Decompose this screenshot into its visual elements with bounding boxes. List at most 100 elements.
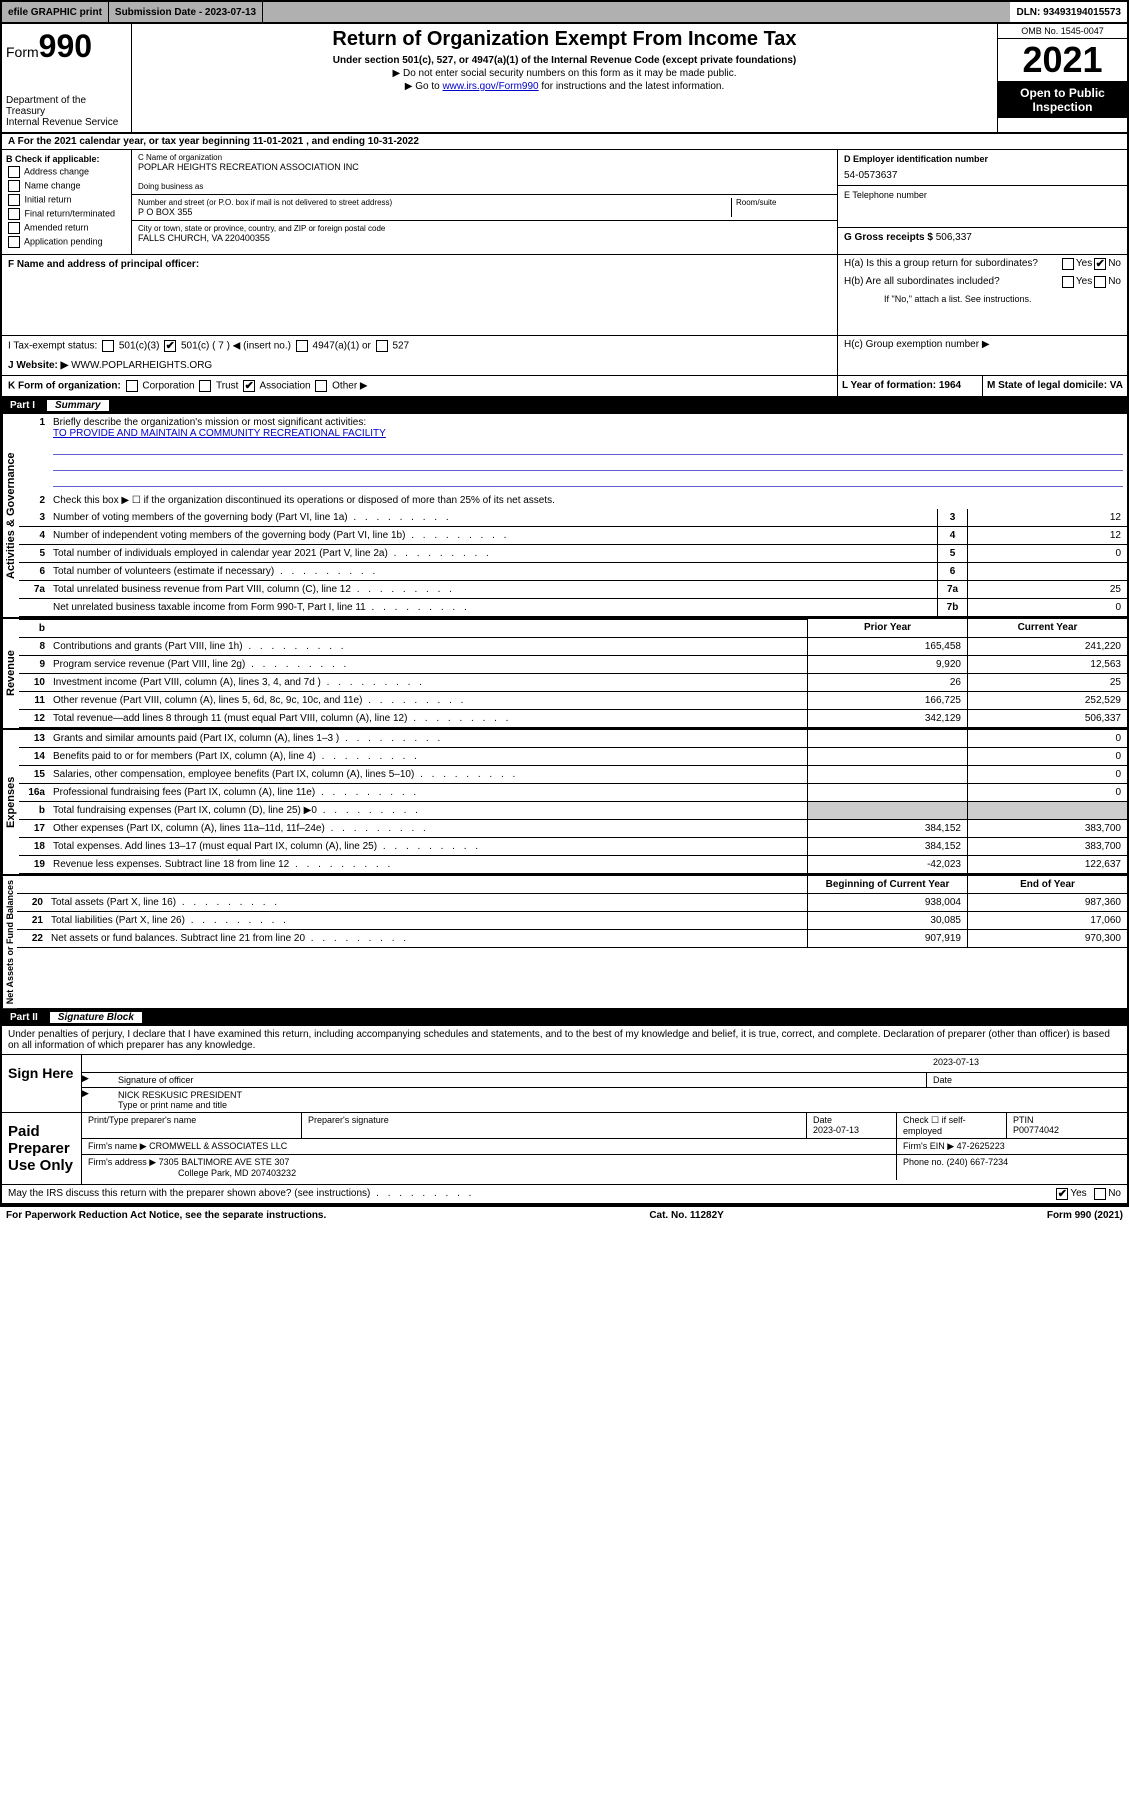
vlabel-revenue: Revenue xyxy=(2,619,19,728)
efile-label[interactable]: efile GRAPHIC print xyxy=(2,2,109,22)
ha-text: H(a) Is this a group return for subordin… xyxy=(844,258,1060,270)
cb-app-pending[interactable]: Application pending xyxy=(6,236,127,248)
firm-name-l: Firm's name ▶ xyxy=(88,1141,147,1151)
opt-final: Final return/terminated xyxy=(25,208,116,218)
k-cb3[interactable] xyxy=(243,380,255,392)
col-prior: Prior Year xyxy=(807,619,967,637)
prep-row1: Print/Type preparer's name Preparer's si… xyxy=(82,1113,1127,1139)
check-self[interactable]: Check ☐ if self-employed xyxy=(897,1113,1007,1138)
box-l-m: L Year of formation: 1964 M State of leg… xyxy=(837,376,1127,396)
form-header: Form990 Department of the Treasury Inter… xyxy=(2,24,1127,134)
mline1 xyxy=(53,441,1123,455)
year-formation: L Year of formation: 1964 xyxy=(838,376,983,396)
box-b-hdr: B Check if applicable: xyxy=(6,154,127,164)
room-label: Room/suite xyxy=(731,198,831,217)
cb-address-change[interactable]: Address change xyxy=(6,166,127,178)
phone-cell: Phone no. (240) 667-7234 xyxy=(897,1155,1127,1180)
header-mid: Return of Organization Exempt From Incom… xyxy=(132,24,997,132)
firm-name-cell: Firm's name ▶ CROMWELL & ASSOCIATES LLC xyxy=(82,1139,897,1154)
officer-name-row: ▶ NICK RESKUSIC PRESIDENT Type or print … xyxy=(82,1088,1127,1112)
footer-right: Form 990 (2021) xyxy=(1047,1210,1123,1221)
data-row: 13 Grants and similar amounts paid (Part… xyxy=(19,730,1127,748)
i-cb4[interactable] xyxy=(376,340,388,352)
phone-l: Phone no. xyxy=(903,1157,944,1167)
box-e: E Telephone number xyxy=(838,186,1127,228)
col-end: End of Year xyxy=(967,876,1127,893)
data-row: b Total fundraising expenses (Part IX, c… xyxy=(19,802,1127,820)
data-row: 21 Total liabilities (Part X, line 26) 3… xyxy=(17,912,1127,930)
form-sub3: ▶ Go to www.irs.gov/Form990 for instruct… xyxy=(136,81,993,92)
expenses-section: Expenses 13 Grants and similar amounts p… xyxy=(2,730,1127,876)
hb-yes-cb[interactable] xyxy=(1062,276,1074,288)
form-990-num: 990 xyxy=(39,28,92,64)
sign-here-label: Sign Here xyxy=(2,1055,82,1112)
j-label: J Website: ▶ xyxy=(8,360,68,371)
submission-date: Submission Date - 2023-07-13 xyxy=(109,2,263,22)
k-cb1[interactable] xyxy=(126,380,138,392)
form-prefix: Form xyxy=(6,44,39,60)
ptin-l: PTIN xyxy=(1013,1115,1034,1125)
officer-name: NICK RESKUSIC PRESIDENT xyxy=(118,1090,1121,1100)
tax-year: 2021 xyxy=(998,39,1127,82)
data-row: 20 Total assets (Part X, line 16) 938,00… xyxy=(17,894,1127,912)
box-h: H(a) Is this a group return for subordin… xyxy=(837,255,1127,335)
k-cb2[interactable] xyxy=(199,380,211,392)
sign-here-row: Sign Here 2023-07-13 ▶ Signature of offi… xyxy=(2,1054,1127,1113)
irs-link[interactable]: www.irs.gov/Form990 xyxy=(442,81,538,92)
ha-yes-cb[interactable] xyxy=(1062,258,1074,270)
rev-hdr: b Prior Year Current Year xyxy=(19,619,1127,638)
data-row: 17 Other expenses (Part IX, column (A), … xyxy=(19,820,1127,838)
phone-label: E Telephone number xyxy=(844,190,1121,200)
org-name-row: C Name of organization POPLAR HEIGHTS RE… xyxy=(132,150,837,195)
top-bar: efile GRAPHIC print Submission Date - 20… xyxy=(0,0,1129,24)
prep-sig-l: Preparer's signature xyxy=(302,1113,807,1138)
firm-addr-l: Firm's address ▶ xyxy=(88,1157,156,1167)
opt-addr: Address change xyxy=(24,166,89,176)
part1-header: Part I Summary xyxy=(2,397,1127,414)
firm-name-v: CROMWELL & ASSOCIATES LLC xyxy=(149,1141,287,1151)
h-c: H(c) Group exemption number ▶ xyxy=(838,336,1127,353)
data-row: 10 Investment income (Part VIII, column … xyxy=(19,674,1127,692)
opt-pend: Application pending xyxy=(24,236,103,246)
sub3-post: for instructions and the latest informat… xyxy=(539,81,725,92)
ha-no-cb[interactable] xyxy=(1094,258,1106,270)
topbar-spacer xyxy=(263,2,1010,22)
cb-final-return[interactable]: Final return/terminated xyxy=(6,208,127,220)
form-number: Form990 xyxy=(6,28,127,65)
org-addr: P O BOX 355 xyxy=(138,207,731,217)
opt-amend: Amended return xyxy=(24,222,89,232)
h-b: H(b) Are all subordinates included? Yes … xyxy=(838,273,1127,291)
sig-date-val: 2023-07-13 xyxy=(927,1055,1127,1072)
page-footer: For Paperwork Reduction Act Notice, see … xyxy=(0,1207,1129,1224)
prep-name-l: Print/Type preparer's name xyxy=(82,1113,302,1138)
cb-initial-return[interactable]: Initial return xyxy=(6,194,127,206)
prep-cells: Print/Type preparer's name Preparer's si… xyxy=(82,1113,1127,1184)
may-no-cb[interactable] xyxy=(1094,1188,1106,1200)
form-title: Return of Organization Exempt From Incom… xyxy=(136,28,993,51)
i-cb2[interactable] xyxy=(164,340,176,352)
i-cb3[interactable] xyxy=(296,340,308,352)
i-cb1[interactable] xyxy=(102,340,114,352)
sig-date-row: 2023-07-13 xyxy=(82,1055,1127,1073)
cb-amended[interactable]: Amended return xyxy=(6,222,127,234)
open-public: Open to Public Inspection xyxy=(998,82,1127,118)
ein-val: 54-0573637 xyxy=(844,170,1121,181)
may-yes-cb[interactable] xyxy=(1056,1188,1068,1200)
part1-title: Summary xyxy=(47,400,109,411)
firm-addr-v2: College Park, MD 207403232 xyxy=(178,1168,296,1178)
box-f: F Name and address of principal officer: xyxy=(2,255,837,335)
mline2 xyxy=(53,457,1123,471)
form-sub2: ▶ Do not enter social security numbers o… xyxy=(136,68,993,79)
may-irs-text: May the IRS discuss this return with the… xyxy=(8,1188,474,1200)
sig-officer-row: ▶ Signature of officer Date xyxy=(82,1073,1127,1088)
data-row: 18 Total expenses. Add lines 13–17 (must… xyxy=(19,838,1127,856)
box-d: D Employer identification number 54-0573… xyxy=(838,150,1127,186)
state-domicile: M State of legal domicile: VA xyxy=(983,376,1127,396)
gov-row: 7a Total unrelated business revenue from… xyxy=(19,581,1127,599)
k-cb4[interactable] xyxy=(315,380,327,392)
row-a-tax-year: A For the 2021 calendar year, or tax yea… xyxy=(2,134,1127,150)
cb-name-change[interactable]: Name change xyxy=(6,180,127,192)
section-i-j: I Tax-exempt status: 501(c)(3) 501(c) ( … xyxy=(2,336,1127,376)
may-irs-row: May the IRS discuss this return with the… xyxy=(2,1185,1127,1205)
hb-no-cb[interactable] xyxy=(1094,276,1106,288)
